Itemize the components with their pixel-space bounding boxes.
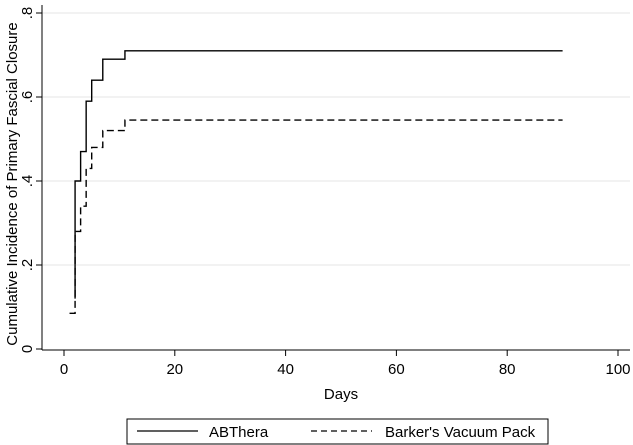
grid-lines [42, 12, 630, 266]
plot-series [69, 50, 563, 314]
y-tick-label-2: .4 [19, 175, 36, 188]
x-tick-label-0: 0 [60, 361, 68, 378]
x-tick-label-4: 80 [499, 361, 516, 378]
legend-label-abthera: ABThera [209, 424, 269, 441]
series-line-abthera [74, 50, 563, 299]
y-tick-label-1: .2 [19, 259, 36, 272]
x-axis-title: Days [324, 386, 358, 403]
y-tick-label-4: .8 [19, 7, 36, 20]
y-tick-label-3: .6 [19, 91, 36, 104]
legend-label-barkers-vacuum-pack: Barker's Vacuum Pack [385, 424, 536, 441]
axes: 0 20 40 60 80 100 0 .2 .4 .6 .8 [19, 5, 631, 378]
legend: ABThera Barker's Vacuum Pack [126, 418, 549, 445]
series-line-barker-s-vacuum-pack [69, 119, 563, 314]
x-tick-label-2: 40 [277, 361, 294, 378]
y-axis-title: Cumulative Incidence of Primary Fascial … [4, 22, 21, 345]
y-tick-label-0: 0 [19, 345, 36, 353]
x-tick-label-1: 20 [166, 361, 183, 378]
x-tick-label-5: 100 [605, 361, 630, 378]
x-tick-label-3: 60 [388, 361, 405, 378]
